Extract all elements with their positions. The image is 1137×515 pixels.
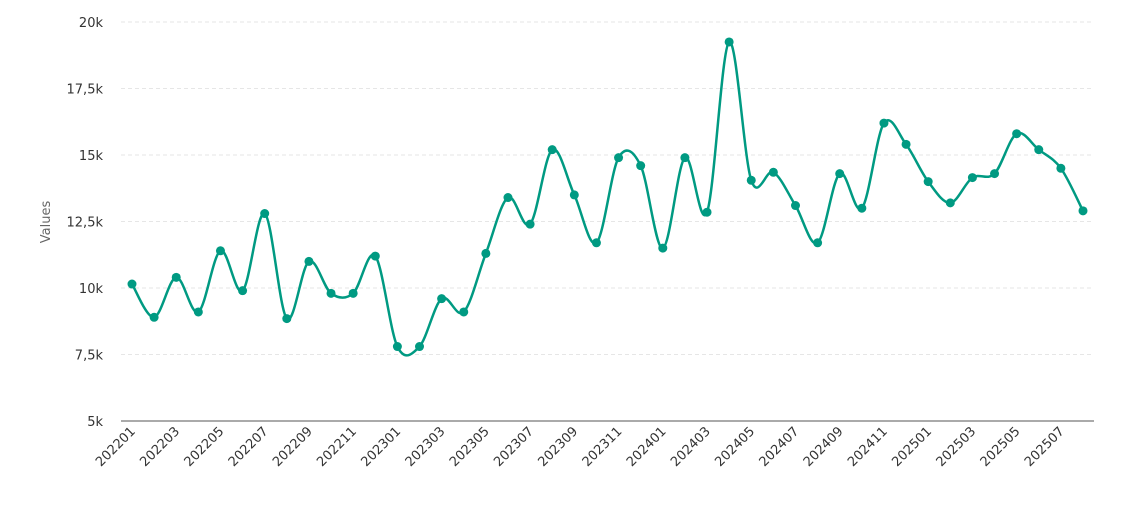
grid-lines bbox=[121, 21, 1094, 355]
data-point-202307[interactable] bbox=[525, 219, 535, 229]
x-tick-label: 202403 bbox=[668, 424, 714, 470]
x-tick-label: 202205 bbox=[182, 424, 228, 470]
x-tick-label: 202307 bbox=[491, 424, 537, 470]
data-point-202403[interactable] bbox=[702, 207, 712, 217]
data-point-202502[interactable] bbox=[945, 198, 955, 208]
data-point-202304[interactable] bbox=[459, 307, 469, 317]
data-point-202506[interactable] bbox=[1034, 145, 1044, 155]
data-point-202409[interactable] bbox=[835, 169, 845, 179]
y-tick-label: 15k bbox=[79, 149, 104, 164]
x-tick-label: 202505 bbox=[978, 424, 1024, 470]
y-axis-label: Values bbox=[39, 201, 54, 244]
x-tick-label: 202503 bbox=[934, 424, 980, 470]
y-tick-label: 7,5k bbox=[75, 349, 104, 364]
x-tick-label: 202411 bbox=[845, 424, 891, 470]
x-tick-label: 202501 bbox=[889, 424, 935, 470]
x-tick-label: 202209 bbox=[270, 424, 316, 470]
data-point-202504[interactable] bbox=[990, 169, 1000, 179]
data-point-202211[interactable] bbox=[348, 288, 358, 298]
data-point-202201[interactable] bbox=[127, 279, 137, 289]
data-point-202208[interactable] bbox=[282, 314, 292, 324]
x-tick-label: 202201 bbox=[93, 424, 139, 470]
data-point-202503[interactable] bbox=[967, 173, 977, 183]
data-point-202508[interactable] bbox=[1078, 206, 1088, 216]
data-point-202203[interactable] bbox=[171, 272, 181, 282]
data-point-202308[interactable] bbox=[547, 145, 557, 155]
x-axis: 2022012022032022052022072022092022112023… bbox=[93, 424, 1068, 470]
data-point-202205[interactable] bbox=[215, 246, 225, 256]
data-point-202305[interactable] bbox=[481, 248, 491, 258]
y-tick-label: 12,5k bbox=[67, 216, 104, 231]
data-point-202402[interactable] bbox=[680, 153, 690, 163]
data-point-202312[interactable] bbox=[636, 161, 646, 171]
data-point-202507[interactable] bbox=[1056, 163, 1066, 173]
x-tick-label: 202407 bbox=[757, 424, 803, 470]
data-point-202311[interactable] bbox=[614, 153, 624, 163]
data-point-202405[interactable] bbox=[746, 175, 756, 185]
x-tick-label: 202405 bbox=[712, 424, 758, 470]
x-tick-label: 202311 bbox=[580, 424, 626, 470]
data-point-202410[interactable] bbox=[857, 203, 867, 213]
x-tick-label: 202507 bbox=[1022, 424, 1068, 470]
data-point-202301[interactable] bbox=[392, 342, 402, 352]
data-point-202406[interactable] bbox=[768, 167, 778, 177]
data-point-202206[interactable] bbox=[238, 286, 248, 296]
x-tick-label: 202305 bbox=[447, 424, 493, 470]
y-axis: 5k 7,5k 10k 12,5k 15k 17,5k 20k bbox=[67, 16, 104, 430]
data-point-202303[interactable] bbox=[437, 294, 447, 304]
data-point-202505[interactable] bbox=[1012, 129, 1022, 139]
data-point-202209[interactable] bbox=[304, 256, 314, 266]
x-tick-label: 202301 bbox=[359, 424, 405, 470]
data-point-202207[interactable] bbox=[260, 209, 270, 219]
x-tick-label: 202409 bbox=[801, 424, 847, 470]
data-point-202310[interactable] bbox=[591, 238, 601, 248]
data-point-202210[interactable] bbox=[326, 288, 336, 298]
x-tick-label: 202203 bbox=[137, 424, 183, 470]
data-point-202309[interactable] bbox=[569, 190, 579, 200]
data-point-202404[interactable] bbox=[724, 37, 734, 47]
data-point-202408[interactable] bbox=[813, 238, 823, 248]
x-tick-label: 202207 bbox=[226, 424, 272, 470]
data-points bbox=[127, 37, 1088, 352]
x-tick-label: 202401 bbox=[624, 424, 670, 470]
y-tick-label: 5k bbox=[87, 415, 103, 430]
data-point-202411[interactable] bbox=[879, 118, 889, 128]
x-tick-label: 202309 bbox=[535, 424, 581, 470]
data-point-202412[interactable] bbox=[901, 139, 911, 149]
data-point-202302[interactable] bbox=[415, 342, 425, 352]
data-point-202306[interactable] bbox=[503, 193, 513, 203]
y-tick-label: 20k bbox=[79, 16, 104, 31]
data-point-202401[interactable] bbox=[658, 243, 668, 253]
data-point-202501[interactable] bbox=[923, 177, 933, 187]
y-tick-label: 10k bbox=[79, 282, 104, 297]
x-tick-label: 202303 bbox=[403, 424, 449, 470]
data-point-202212[interactable] bbox=[370, 251, 380, 261]
data-point-202204[interactable] bbox=[193, 307, 203, 317]
data-point-202407[interactable] bbox=[790, 201, 800, 211]
y-tick-label: 17,5k bbox=[67, 83, 104, 98]
data-point-202202[interactable] bbox=[149, 312, 159, 322]
x-tick-label: 202211 bbox=[314, 424, 360, 470]
